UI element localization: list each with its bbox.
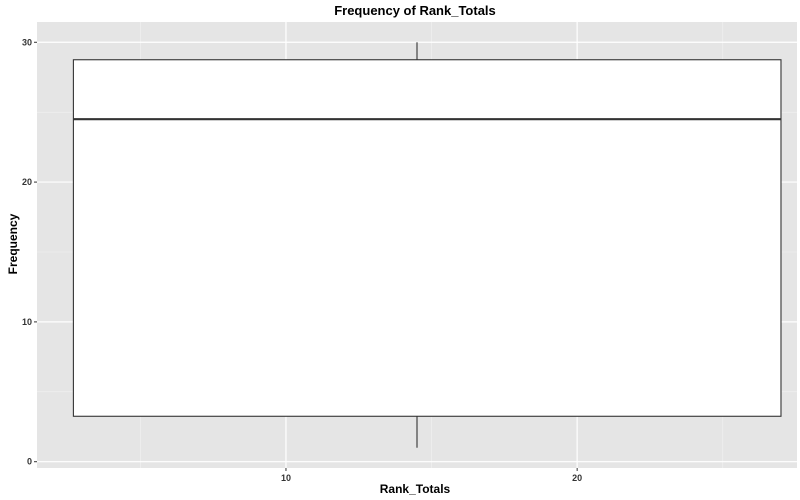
y-tick-label: 20 [22, 177, 32, 187]
x-tick-label: 20 [572, 473, 582, 483]
box-iqr [72, 59, 782, 417]
x-tick-label: 10 [281, 473, 291, 483]
boxplot-marks [72, 42, 782, 448]
y-tick-label: 30 [22, 37, 32, 47]
y-tick-label: 0 [27, 457, 32, 467]
chart-title: Frequency of Rank_Totals [334, 3, 496, 18]
y-tick-label: 10 [22, 317, 32, 327]
x-axis-title: Rank_Totals [380, 482, 451, 496]
y-axis-title: Frequency [6, 213, 20, 274]
axis-ticks: 10 20 0 10 20 30 [22, 37, 582, 483]
